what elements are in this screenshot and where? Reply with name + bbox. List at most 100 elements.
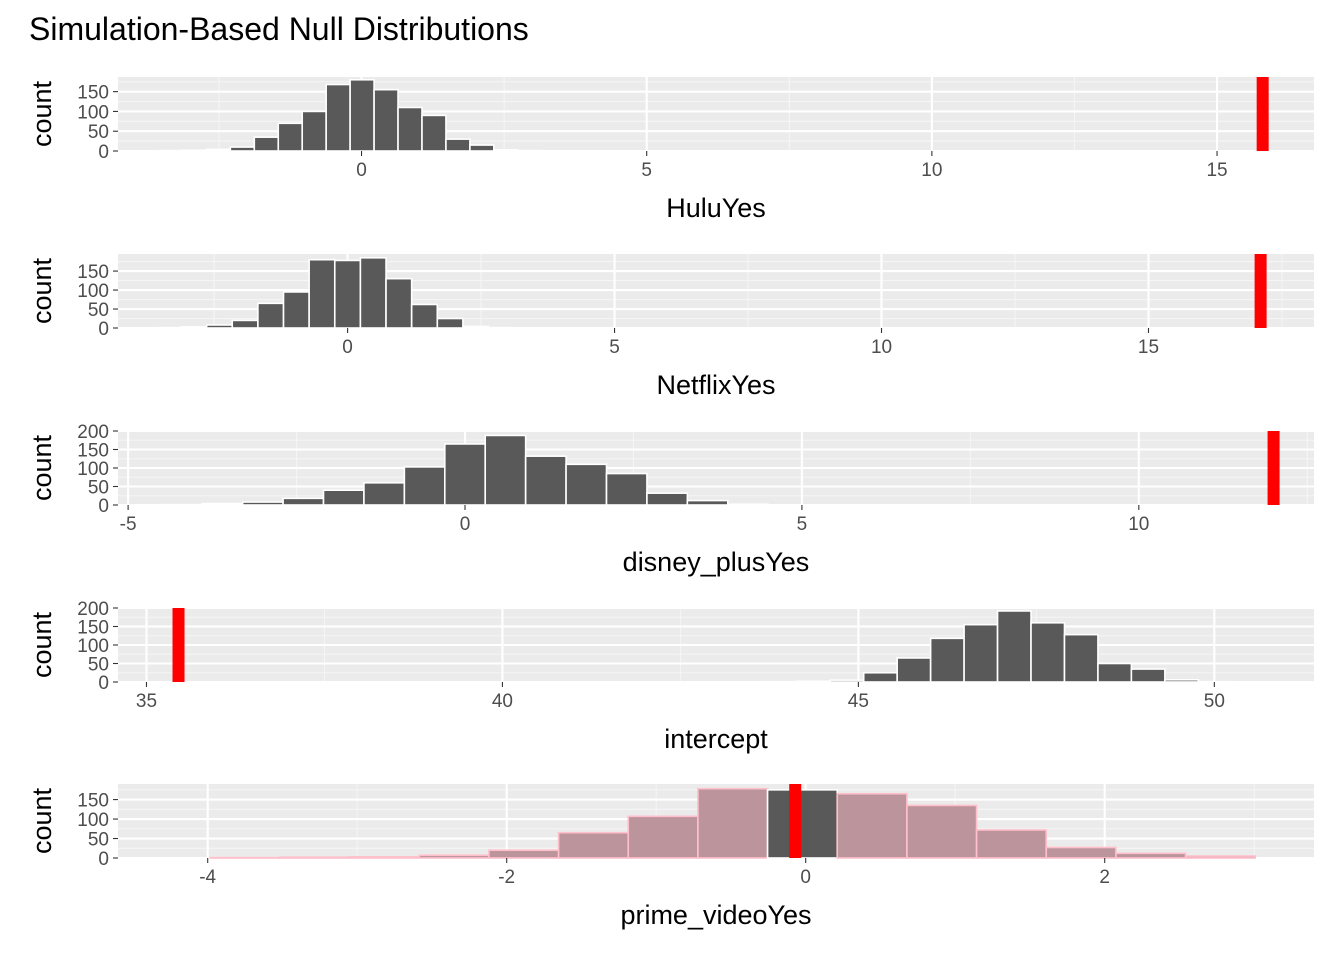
x-tick-label: 50 bbox=[1204, 691, 1225, 712]
histogram-bar bbox=[445, 138, 471, 152]
y-axis-title: count bbox=[27, 80, 57, 147]
y-tick-label: 0 bbox=[98, 319, 109, 340]
histogram-bar bbox=[766, 789, 839, 859]
histogram-bar bbox=[373, 88, 399, 152]
histogram-bar bbox=[524, 455, 567, 506]
y-tick-label: 50 bbox=[88, 655, 109, 676]
histogram-bar bbox=[279, 856, 351, 859]
histogram-bar bbox=[325, 83, 351, 152]
histogram-bar bbox=[963, 623, 999, 683]
x-tick-label: 10 bbox=[1128, 514, 1149, 535]
histogram-bar bbox=[241, 501, 284, 506]
observed-statistic-line bbox=[1267, 431, 1280, 505]
x-tick-label: 0 bbox=[356, 160, 367, 181]
y-tick-label: 0 bbox=[98, 142, 109, 163]
histogram-bar bbox=[1030, 621, 1066, 683]
histogram-bar bbox=[363, 481, 406, 506]
histogram-bar bbox=[1063, 633, 1099, 683]
y-tick-label: 100 bbox=[77, 102, 109, 123]
x-axis-title: HuluYes bbox=[666, 193, 766, 223]
y-tick-label: 100 bbox=[77, 281, 109, 302]
histogram-bar bbox=[322, 489, 365, 506]
x-tick-label: 5 bbox=[641, 160, 652, 181]
y-tick-label: 50 bbox=[88, 478, 109, 499]
histogram-bar bbox=[253, 136, 280, 152]
histogram-bar bbox=[829, 679, 865, 683]
x-tick-label: 5 bbox=[797, 514, 808, 535]
histogram-bar bbox=[421, 114, 447, 152]
histogram-bar bbox=[418, 854, 490, 859]
x-tick-label: 10 bbox=[871, 337, 892, 358]
observed-statistic-line bbox=[172, 608, 185, 682]
x-tick-label: -5 bbox=[120, 514, 137, 535]
observed-statistic-line bbox=[1256, 77, 1269, 151]
histogram-bar bbox=[410, 303, 439, 329]
y-axis-title: count bbox=[27, 787, 57, 854]
histogram-bar bbox=[996, 610, 1032, 683]
histogram-bar bbox=[301, 110, 327, 152]
y-tick-label: 0 bbox=[98, 496, 109, 517]
histogram-bar bbox=[180, 326, 208, 329]
x-tick-label: 0 bbox=[460, 514, 471, 535]
y-tick-label: 50 bbox=[88, 830, 109, 851]
histogram-bar bbox=[1164, 678, 1200, 683]
histogram-bar bbox=[896, 657, 932, 683]
x-tick-label: -2 bbox=[498, 867, 515, 888]
histogram-bar bbox=[308, 258, 336, 329]
histogram-bar bbox=[1130, 668, 1166, 683]
histogram-bar bbox=[836, 792, 908, 859]
x-axis-title: prime_videoYes bbox=[620, 900, 811, 930]
y-tick-label: 150 bbox=[77, 441, 109, 462]
y-tick-label: 50 bbox=[88, 122, 109, 143]
x-tick-label: 15 bbox=[1138, 337, 1159, 358]
histogram-bar bbox=[726, 503, 770, 506]
histogram-bar bbox=[333, 259, 362, 329]
y-tick-label: 150 bbox=[77, 618, 109, 639]
histogram-bar bbox=[229, 146, 256, 152]
x-axis-title: NetflixYes bbox=[656, 370, 775, 400]
x-tick-label: 40 bbox=[492, 691, 513, 712]
histogram-bar bbox=[686, 499, 729, 506]
histogram-bar bbox=[359, 256, 387, 329]
histogram-bar bbox=[929, 637, 965, 683]
histogram-bar bbox=[205, 324, 234, 329]
histogram-bar bbox=[349, 78, 375, 152]
histogram-bar bbox=[403, 466, 446, 506]
histogram-bar bbox=[348, 856, 421, 859]
histogram-bar bbox=[605, 472, 648, 506]
x-tick-label: 10 bbox=[921, 160, 942, 181]
x-tick-label: 2 bbox=[1099, 867, 1110, 888]
histogram-bar bbox=[488, 849, 560, 859]
observed-statistic-line bbox=[1254, 254, 1267, 328]
histogram-bar bbox=[231, 319, 259, 329]
histogram-bar bbox=[385, 277, 413, 329]
histogram-bar bbox=[484, 434, 527, 506]
y-tick-label: 50 bbox=[88, 300, 109, 321]
histogram-bar bbox=[469, 144, 495, 152]
histogram-bar bbox=[557, 831, 630, 859]
histogram-bar bbox=[975, 829, 1048, 859]
y-tick-label: 200 bbox=[77, 422, 109, 443]
histogram-bar bbox=[646, 492, 689, 506]
histogram-bar bbox=[282, 291, 310, 329]
histogram-bar bbox=[181, 149, 208, 152]
x-tick-label: -4 bbox=[199, 867, 216, 888]
observed-statistic-line bbox=[789, 784, 802, 858]
histogram-bar bbox=[1097, 662, 1133, 683]
y-axis-title: count bbox=[27, 257, 57, 324]
y-tick-label: 100 bbox=[77, 810, 109, 831]
histogram-bar bbox=[277, 122, 304, 152]
y-tick-label: 0 bbox=[98, 849, 109, 870]
x-axis-title: intercept bbox=[664, 724, 768, 754]
histogram-bar bbox=[493, 149, 519, 152]
histogram-bar bbox=[462, 325, 490, 329]
x-tick-label: 0 bbox=[800, 867, 811, 888]
y-tick-label: 200 bbox=[77, 599, 109, 620]
y-axis-title: count bbox=[27, 434, 57, 501]
